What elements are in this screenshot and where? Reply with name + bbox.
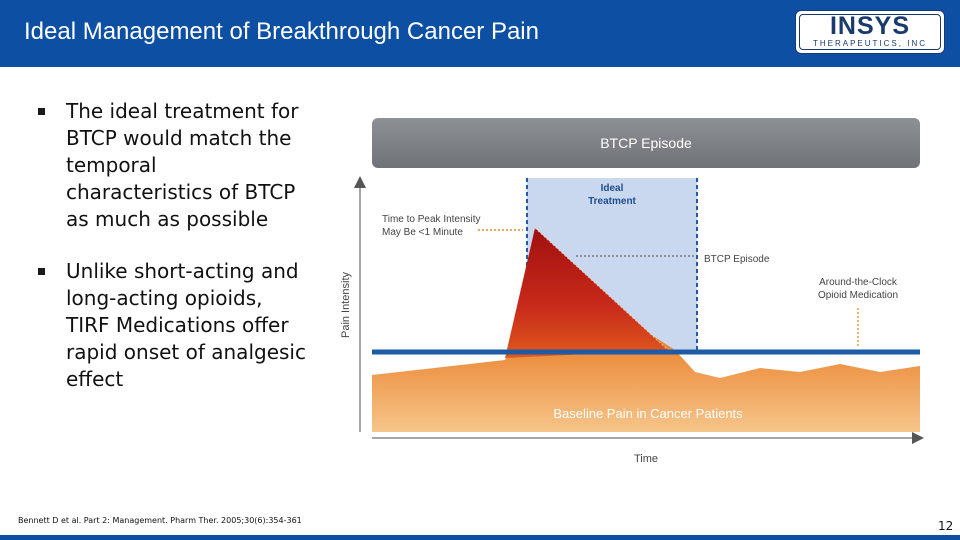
btcp-diagram: BTCP Episode Ideal Treatment Time to Pea… bbox=[340, 118, 924, 465]
logo-wordmark: INSYS bbox=[829, 12, 911, 40]
y-axis-label: Pain Intensity bbox=[340, 271, 352, 338]
bullet-list: The ideal treatment for BTCP would match… bbox=[38, 98, 308, 418]
baseline-pain-label: Baseline Pain in Cancer Patients bbox=[553, 406, 743, 421]
bullet-square-icon bbox=[38, 268, 45, 275]
ideal-treatment-label-1: Ideal bbox=[601, 183, 624, 194]
bullet-text: Unlike short-acting and long-acting opio… bbox=[66, 259, 306, 391]
bullet-square-icon bbox=[38, 108, 45, 115]
ideal-treatment-label-2: Treatment bbox=[588, 196, 636, 207]
citation: Bennett D et al. Part 2: Management. Pha… bbox=[18, 516, 302, 525]
time-to-peak-label-1: Time to Peak Intensity bbox=[382, 214, 481, 225]
bullet-text: The ideal treatment for BTCP would match… bbox=[66, 99, 299, 231]
bullet-item: The ideal treatment for BTCP would match… bbox=[38, 98, 308, 233]
time-to-peak-label-2: May Be <1 Minute bbox=[382, 227, 463, 238]
logo-frame bbox=[799, 14, 941, 50]
btcp-spike bbox=[505, 228, 668, 358]
page-number: 12 bbox=[938, 519, 954, 533]
banner-label: BTCP Episode bbox=[600, 135, 692, 151]
atc-label-1: Around-the-Clock bbox=[819, 277, 898, 288]
atc-label-2: Opioid Medication bbox=[818, 290, 898, 301]
logo-subtext: THERAPEUTICS, INC bbox=[812, 39, 927, 48]
x-axis-label: Time bbox=[634, 453, 658, 465]
slide-title: Ideal Management of Breakthrough Cancer … bbox=[24, 18, 539, 45]
footer-bar bbox=[0, 535, 960, 540]
bullet-item: Unlike short-acting and long-acting opio… bbox=[38, 258, 308, 393]
btcp-episode-label: BTCP Episode bbox=[704, 254, 770, 265]
company-logo: INSYS THERAPEUTICS, INC bbox=[795, 10, 945, 54]
banner-bar bbox=[372, 118, 920, 168]
